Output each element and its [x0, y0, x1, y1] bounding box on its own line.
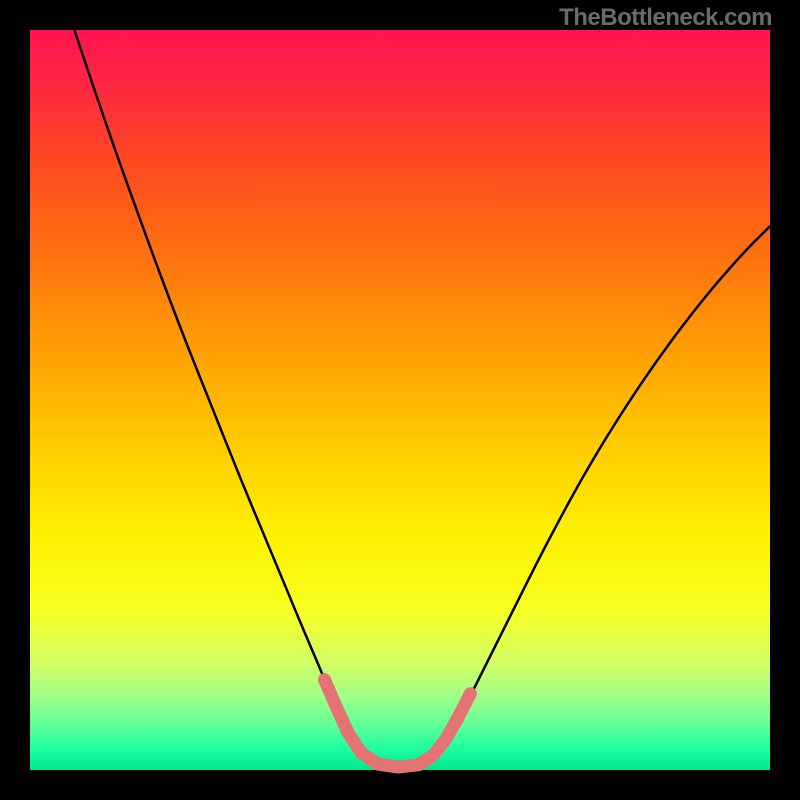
highlight-bead [342, 727, 355, 740]
chart-svg [0, 0, 800, 800]
highlight-bead [371, 758, 384, 771]
highlight-bead [412, 758, 425, 771]
watermark-text: TheBottleneck.com [559, 4, 772, 32]
plot-gradient [30, 30, 770, 770]
highlight-bead [391, 761, 404, 774]
highlight-bead [451, 712, 464, 725]
highlight-bead [318, 673, 331, 686]
highlight-bead [427, 749, 440, 762]
highlight-bead [464, 687, 477, 700]
highlight-bead [330, 701, 343, 714]
highlight-bead [439, 732, 452, 745]
highlight-bead [355, 746, 368, 759]
